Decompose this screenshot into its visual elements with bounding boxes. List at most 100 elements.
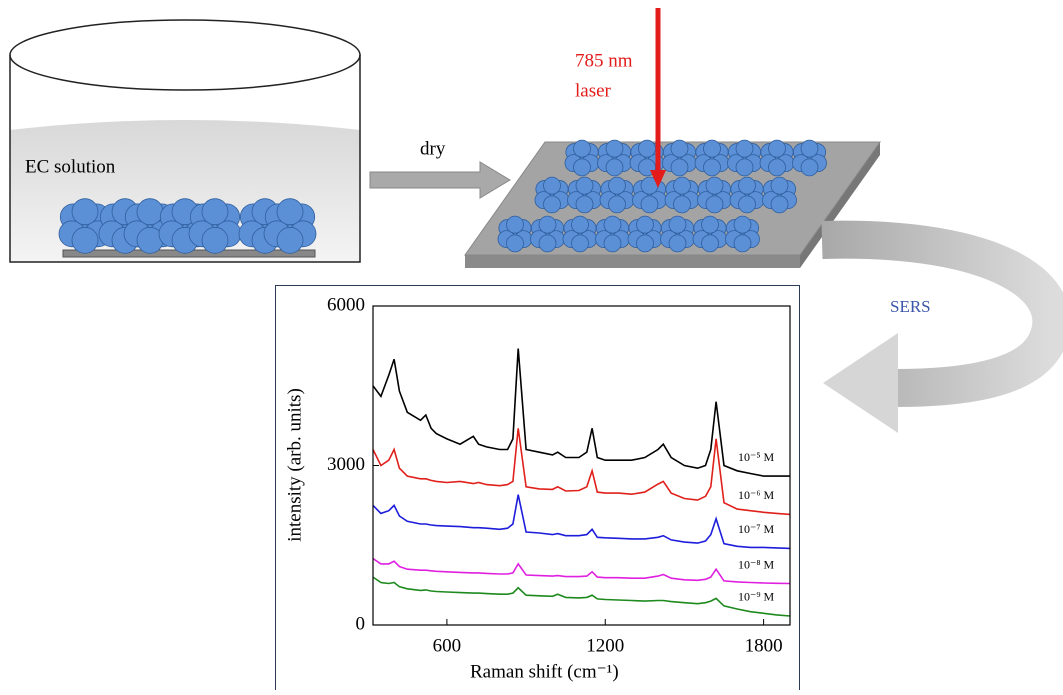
particle-lobe bbox=[277, 199, 303, 225]
particle-lobe bbox=[706, 196, 723, 213]
particle-lobe bbox=[572, 235, 589, 252]
particle-lobe bbox=[641, 196, 658, 213]
nanoparticle bbox=[563, 216, 597, 252]
particle-lobe bbox=[544, 196, 561, 213]
nanoparticle bbox=[264, 199, 316, 254]
sers-arrow-head bbox=[823, 333, 898, 433]
nanoparticle bbox=[760, 140, 794, 176]
dish-rim bbox=[10, 20, 360, 90]
nanoparticle bbox=[663, 140, 697, 176]
dry-arrow bbox=[370, 162, 510, 198]
particle-lobe bbox=[609, 177, 626, 194]
particle-lobe bbox=[706, 177, 723, 194]
nanoparticle bbox=[793, 140, 827, 176]
particle-lobe bbox=[739, 177, 756, 194]
particle-lobe bbox=[769, 140, 786, 157]
solution-label: EC solution bbox=[25, 156, 116, 177]
nanoparticle bbox=[763, 177, 797, 213]
particle-lobe bbox=[202, 227, 228, 253]
particle-lobe bbox=[637, 235, 654, 252]
particle-lobe bbox=[202, 199, 228, 225]
particle-lobe bbox=[604, 216, 621, 233]
nanoparticle bbox=[661, 216, 695, 252]
particle-lobe bbox=[606, 140, 623, 157]
particle-lobe bbox=[544, 177, 561, 194]
figure: EC solution dry 785 nm laser SERS 0 3000 6… bbox=[0, 0, 1063, 690]
particle-lobe bbox=[507, 235, 524, 252]
particle-lobe bbox=[277, 227, 303, 253]
nanoparticle bbox=[531, 216, 565, 252]
particle-lobe bbox=[72, 199, 98, 225]
particle-lobe bbox=[771, 177, 788, 194]
dry-label: dry bbox=[420, 138, 446, 159]
particle-lobe bbox=[704, 140, 721, 157]
series-label: 10⁻⁷ M bbox=[738, 522, 775, 536]
substrate-edge bbox=[465, 255, 800, 268]
particle-lobe bbox=[671, 159, 688, 176]
particle-lobe bbox=[734, 235, 751, 252]
y-tick-label: 0 bbox=[356, 613, 366, 634]
particle-lobe bbox=[739, 196, 756, 213]
particle-lobe bbox=[801, 159, 818, 176]
particle-lobe bbox=[734, 216, 751, 233]
series-label: 10⁻⁹ M bbox=[738, 590, 775, 604]
y-tick-label: 6000 bbox=[327, 294, 365, 315]
particle-lobe bbox=[539, 235, 556, 252]
particle-lobe bbox=[671, 140, 688, 157]
particle-lobe bbox=[576, 177, 593, 194]
x-tick-label: 1800 bbox=[745, 635, 783, 656]
chart-frame bbox=[276, 286, 800, 691]
particle-lobe bbox=[72, 227, 98, 253]
nanoparticle bbox=[565, 140, 599, 176]
x-tick-label: 1200 bbox=[586, 635, 624, 656]
particle-lobe bbox=[769, 159, 786, 176]
particle-lobe bbox=[576, 196, 593, 213]
particle-lobe bbox=[606, 159, 623, 176]
y-tick-label: 3000 bbox=[327, 454, 365, 475]
particle-lobe bbox=[604, 235, 621, 252]
nanoparticle bbox=[633, 177, 667, 213]
particle-lobe bbox=[637, 216, 654, 233]
x-axis-label: Raman shift (cm⁻¹) bbox=[470, 661, 619, 682]
x-tick-label: 600 bbox=[433, 635, 462, 656]
particle-lobe bbox=[669, 235, 686, 252]
particle-lobe bbox=[674, 177, 691, 194]
nanoparticle bbox=[189, 199, 241, 254]
particle-lobe bbox=[669, 216, 686, 233]
particle-lobe bbox=[639, 140, 656, 157]
particle-lobe bbox=[736, 159, 753, 176]
nanoparticle bbox=[600, 177, 634, 213]
particle-lobe bbox=[609, 196, 626, 213]
nanoparticle bbox=[695, 140, 729, 176]
series-label: 10⁻⁶ M bbox=[738, 488, 775, 502]
particle-lobe bbox=[574, 159, 591, 176]
nanoparticle bbox=[628, 216, 662, 252]
particle-lobe bbox=[539, 216, 556, 233]
nanoparticle bbox=[498, 216, 532, 252]
particle-lobe bbox=[736, 140, 753, 157]
particle-lobe bbox=[674, 196, 691, 213]
particle-lobe bbox=[702, 235, 719, 252]
particle-lobe bbox=[704, 159, 721, 176]
y-axis-label: intensity (arb. units) bbox=[284, 388, 305, 542]
particle-lobe bbox=[507, 216, 524, 233]
series-label: 10⁻⁸ M bbox=[738, 557, 775, 571]
particle-lobe bbox=[702, 216, 719, 233]
particle-lobe bbox=[801, 140, 818, 157]
nanoparticle bbox=[730, 177, 764, 213]
nanoparticle bbox=[535, 177, 569, 213]
series-label: 10⁻⁵ M bbox=[738, 450, 775, 464]
nanoparticle bbox=[693, 216, 727, 252]
laser-label: laser bbox=[575, 80, 612, 101]
nanoparticle bbox=[596, 216, 630, 252]
nanoparticle bbox=[698, 177, 732, 213]
nanoparticle bbox=[728, 140, 762, 176]
laser-label: 785 nm bbox=[575, 50, 633, 71]
sers-label: SERS bbox=[890, 297, 931, 316]
nanoparticle bbox=[726, 216, 760, 252]
particle-lobe bbox=[572, 216, 589, 233]
particle-lobe bbox=[574, 140, 591, 157]
nanoparticle bbox=[665, 177, 699, 213]
particle-lobe bbox=[771, 196, 788, 213]
particle-lobe bbox=[137, 199, 163, 225]
